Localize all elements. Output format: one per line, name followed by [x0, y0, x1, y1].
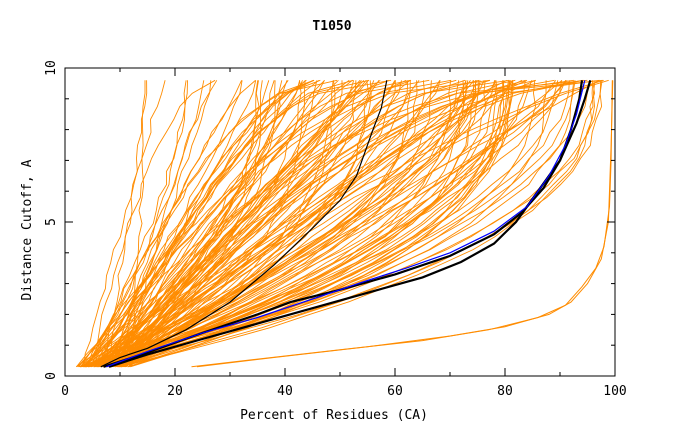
model-curve — [86, 79, 315, 367]
x-tick-label: 60 — [387, 384, 403, 399]
x-tick-label: 100 — [603, 384, 626, 399]
model-curve — [96, 80, 372, 368]
model-curve — [88, 80, 509, 368]
model-curve — [97, 79, 314, 368]
chart-title: T1050 — [312, 19, 351, 34]
model-curve — [86, 80, 243, 368]
y-tick-label: 10 — [44, 60, 59, 76]
y-tick-label: 5 — [44, 218, 59, 226]
model-curve — [115, 79, 321, 367]
model-curve — [118, 80, 477, 368]
model-curve — [86, 80, 526, 368]
model-curve — [119, 80, 263, 368]
y-tick-label: 0 — [44, 372, 59, 380]
model-curve — [96, 80, 475, 368]
model-curve — [79, 79, 523, 368]
model-curve — [103, 80, 487, 368]
model-curve — [103, 80, 602, 368]
model-curve — [128, 80, 511, 368]
model-curve — [102, 80, 469, 368]
model-curve — [109, 80, 513, 368]
highlight-black-curve — [108, 79, 592, 368]
model-curve — [121, 80, 514, 368]
model-curve — [83, 80, 166, 367]
model-curve — [94, 79, 491, 368]
model-curve — [126, 79, 584, 368]
model-curve — [107, 79, 354, 368]
model-curve — [119, 80, 570, 368]
x-tick-label: 80 — [497, 384, 513, 399]
x-tick-label: 40 — [277, 384, 293, 399]
outlier-model-curve — [196, 80, 614, 368]
model-curve — [90, 79, 216, 367]
model-curve — [122, 79, 339, 368]
model-curve — [79, 80, 361, 368]
model-curve — [104, 80, 464, 368]
highlight-blue-curve — [106, 80, 586, 368]
model-curve — [123, 80, 375, 368]
model-curve — [89, 80, 188, 368]
model-curve — [82, 80, 369, 368]
model-curve — [122, 79, 600, 368]
model-curve — [83, 80, 432, 368]
model-curve — [113, 79, 490, 368]
model-curve — [94, 79, 320, 367]
model-curve — [77, 79, 350, 368]
model-curve — [87, 80, 260, 368]
model-curve — [105, 79, 480, 368]
model-curve — [119, 80, 355, 368]
model-curve — [104, 79, 516, 368]
model-curve — [87, 80, 187, 367]
model-curve — [128, 80, 396, 368]
axes: 0 20 40 60 80 100 0 5 10 — [44, 60, 627, 399]
model-curve — [118, 80, 591, 368]
x-tick-label: 20 — [167, 384, 183, 399]
plot-lines — [75, 79, 614, 368]
model-curve — [118, 79, 536, 368]
model-curve — [84, 80, 510, 368]
model-curve — [84, 79, 389, 368]
highlight-black-curve — [100, 80, 388, 368]
x-tick-label: 0 — [61, 384, 69, 399]
y-axis-label: Distance Cutoff, A — [20, 159, 35, 300]
model-curve — [101, 80, 557, 368]
model-curve — [80, 80, 513, 368]
model-curve — [118, 80, 603, 368]
model-curve — [120, 80, 596, 368]
model-curve — [85, 80, 411, 368]
x-axis-label: Percent of Residues (CA) — [240, 408, 428, 423]
model-curve — [107, 80, 567, 368]
model-curve — [95, 80, 289, 368]
model-curve — [80, 80, 425, 368]
model-curve — [120, 80, 485, 368]
model-curve — [105, 79, 536, 368]
